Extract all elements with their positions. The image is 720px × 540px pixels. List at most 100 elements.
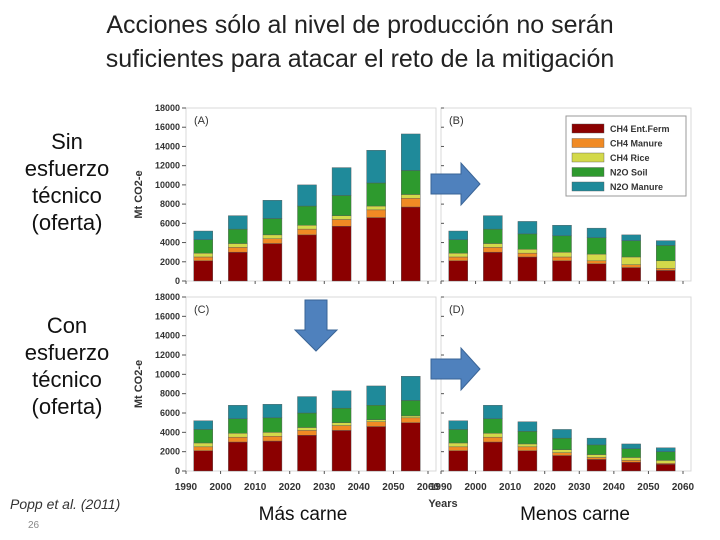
legend-swatch bbox=[571, 152, 605, 163]
bar-segment bbox=[297, 412, 317, 428]
bar-segment bbox=[621, 457, 641, 461]
row-label-line: esfuerzo bbox=[24, 340, 110, 365]
y-tick-label: 10000 bbox=[155, 180, 180, 190]
bar-segment bbox=[228, 215, 248, 230]
bar-segment bbox=[366, 419, 386, 422]
y-tick-label: 18000 bbox=[155, 103, 180, 113]
bar-segment bbox=[483, 228, 503, 244]
y-tick-label: 14000 bbox=[155, 331, 180, 341]
bar-segment bbox=[297, 430, 317, 436]
bar-segment bbox=[297, 234, 317, 282]
bar-segment bbox=[297, 396, 317, 414]
bar-segment bbox=[331, 215, 352, 220]
bar-segment bbox=[517, 233, 538, 250]
bar-segment bbox=[262, 218, 283, 236]
bar-segment bbox=[586, 454, 607, 458]
bar-segment bbox=[297, 427, 317, 431]
bar-segment bbox=[621, 256, 641, 265]
bar-segment bbox=[331, 167, 352, 196]
bar-segment bbox=[331, 390, 352, 409]
bar-segment bbox=[297, 184, 317, 207]
bar-segment bbox=[552, 256, 572, 262]
y-axis-label: Mt CO2-e bbox=[133, 170, 145, 218]
panel-label: (C) bbox=[194, 304, 209, 316]
row-label-line: técnico bbox=[32, 183, 102, 208]
legend-entry: N2O Soil bbox=[610, 168, 648, 178]
bar-segment bbox=[586, 253, 607, 262]
legend-swatch bbox=[571, 167, 605, 177]
y-tick-label: 8000 bbox=[160, 199, 180, 209]
bar-segment bbox=[656, 447, 676, 452]
x-tick-label: 2000 bbox=[464, 482, 487, 493]
bar-segment bbox=[586, 457, 607, 460]
bar-segment bbox=[552, 449, 572, 453]
bar-segment bbox=[656, 464, 676, 472]
caption-more-meat: Más carne bbox=[258, 504, 348, 525]
bar-segment bbox=[331, 422, 352, 426]
x-tick-label: 1990 bbox=[175, 482, 198, 493]
y-tick-label: 10000 bbox=[155, 369, 180, 379]
row-label-line: (oferta) bbox=[31, 394, 103, 419]
bar-segment bbox=[621, 448, 641, 458]
row-label-line: técnico bbox=[32, 367, 102, 392]
bar-segment bbox=[483, 243, 503, 248]
x-tick-label: 2060 bbox=[672, 482, 695, 493]
bar-segment bbox=[621, 460, 641, 463]
bar-segment bbox=[193, 256, 213, 262]
slide-title-line-2: suficientes para atacar el reto de la mi… bbox=[105, 45, 615, 73]
bar-segment bbox=[448, 442, 468, 448]
bar-segment bbox=[656, 240, 676, 246]
bar-segment bbox=[297, 225, 317, 230]
bar-segment bbox=[193, 420, 213, 430]
bar-segment bbox=[366, 217, 386, 282]
row-label-without-effort: Sin esfuerzo técnico (oferta) bbox=[6, 128, 128, 236]
bar-segment bbox=[448, 252, 468, 258]
bar-segment bbox=[193, 450, 213, 472]
bar-segment bbox=[366, 150, 386, 184]
bar-segment bbox=[483, 441, 503, 472]
bar-segment bbox=[448, 230, 468, 240]
bar-segment bbox=[401, 400, 421, 417]
bar-segment bbox=[448, 446, 468, 451]
bar-segment bbox=[401, 206, 421, 282]
bar-segment bbox=[331, 219, 352, 227]
bar-segment bbox=[228, 433, 248, 438]
bar-segment bbox=[517, 221, 538, 235]
bar-segment bbox=[656, 460, 676, 464]
bar-segment bbox=[262, 432, 283, 437]
y-axis-label: Mt CO2-e bbox=[133, 360, 145, 408]
slide-number: 26 bbox=[28, 520, 40, 531]
y-tick-label: 2000 bbox=[160, 257, 180, 267]
bar-segment bbox=[656, 268, 676, 271]
y-tick-label: 2000 bbox=[160, 447, 180, 457]
bar-segment bbox=[401, 133, 421, 171]
bar-segment bbox=[401, 415, 421, 419]
y-tick-label: 4000 bbox=[160, 238, 180, 248]
bar-segment bbox=[621, 267, 641, 282]
panel-label: (B) bbox=[449, 115, 464, 127]
bar-segment bbox=[366, 205, 386, 211]
y-tick-label: 12000 bbox=[155, 161, 180, 171]
x-tick-label: 2040 bbox=[603, 482, 626, 493]
row-label-line: Sin bbox=[51, 129, 83, 154]
x-tick-label: 2010 bbox=[244, 482, 267, 493]
bar-segment bbox=[193, 260, 213, 282]
bar-segment bbox=[621, 443, 641, 449]
bar-segment bbox=[193, 239, 213, 254]
x-tick-label: 2030 bbox=[568, 482, 591, 493]
x-tick-label: 2050 bbox=[382, 482, 405, 493]
bar-segment bbox=[586, 260, 607, 264]
bar-segment bbox=[448, 450, 468, 472]
bar-segment bbox=[586, 237, 607, 255]
bar-segment bbox=[483, 433, 503, 438]
bar-segment bbox=[586, 459, 607, 472]
arrow-right-icon bbox=[430, 161, 481, 207]
bar-segment bbox=[448, 256, 468, 262]
bar-segment bbox=[331, 226, 352, 282]
bar-segment bbox=[193, 429, 213, 444]
bar-segment bbox=[401, 170, 421, 195]
bar-segment bbox=[656, 451, 676, 461]
bar-segment bbox=[297, 228, 317, 236]
legend-entry: CH4 Manure bbox=[610, 139, 663, 149]
